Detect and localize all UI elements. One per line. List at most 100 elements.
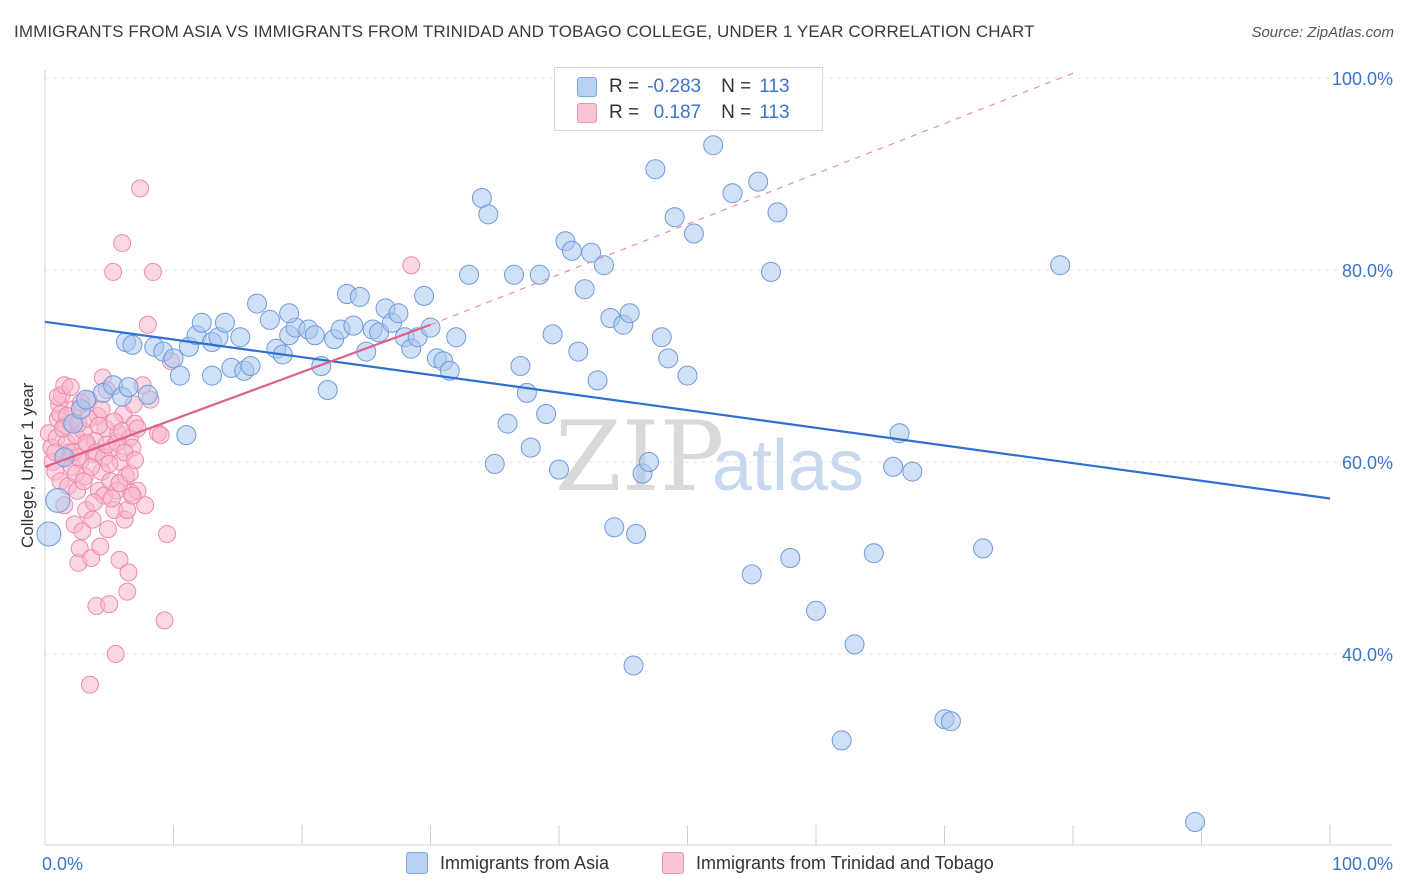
point-asia	[651, 327, 672, 348]
points-trinidad	[39, 179, 421, 694]
point-trinidad	[136, 496, 155, 515]
point-asia	[664, 207, 685, 228]
point-asia	[703, 135, 724, 156]
point-asia	[137, 384, 158, 405]
point-asia	[349, 286, 370, 307]
point-asia	[658, 348, 679, 369]
point-asia	[973, 538, 994, 559]
point-asia	[36, 521, 62, 547]
point-asia	[574, 279, 595, 300]
point-trinidad	[100, 454, 119, 473]
point-asia	[568, 341, 589, 362]
point-trinidad	[91, 537, 110, 556]
point-asia	[638, 452, 659, 472]
source-credit: Source: ZipAtlas.com	[1251, 24, 1394, 41]
point-asia	[388, 303, 409, 324]
point-trinidad	[402, 256, 421, 275]
point-asia	[279, 303, 300, 324]
point-asia	[806, 600, 826, 621]
point-asia	[484, 453, 505, 474]
point-asia	[459, 264, 480, 285]
point-asia	[240, 356, 261, 376]
point-trinidad	[113, 234, 132, 253]
point-asia	[446, 327, 467, 348]
y-tick-label: 100.0%	[1332, 69, 1393, 89]
watermark-zip: ZIP	[555, 401, 724, 513]
point-asia	[76, 389, 97, 410]
point-asia	[259, 309, 280, 330]
watermark: ZIP atlas	[555, 401, 864, 513]
x-tick-label-max: 100.0%	[1332, 854, 1393, 874]
point-asia	[414, 285, 435, 306]
point-trinidad	[70, 539, 89, 558]
point-asia	[214, 312, 235, 333]
point-trinidad	[138, 315, 157, 334]
point-asia	[122, 334, 143, 355]
point-trinidad	[155, 611, 174, 630]
legend-r-value-asia: -0.283	[647, 76, 702, 97]
point-asia	[863, 543, 884, 564]
point-asia	[439, 360, 460, 381]
point-asia	[604, 517, 625, 538]
point-asia	[247, 293, 268, 314]
point-asia	[561, 240, 582, 261]
point-asia	[587, 370, 608, 391]
point-trinidad	[143, 262, 162, 281]
point-asia	[645, 159, 666, 180]
point-asia	[504, 264, 525, 285]
point-asia	[510, 356, 531, 376]
point-asia	[163, 348, 184, 369]
legend-swatch-asia	[577, 77, 597, 97]
point-trinidad	[123, 486, 142, 505]
point-asia	[623, 655, 644, 676]
tick-labels: 40.0% 60.0% 80.0% 100.0% 0.0% 100.0%	[42, 69, 1393, 874]
point-trinidad	[100, 595, 119, 614]
point-asia	[520, 437, 541, 458]
y-tick-label: 40.0%	[1342, 645, 1393, 665]
point-trinidad	[73, 522, 92, 541]
point-trinidad	[80, 675, 99, 694]
correlation-legend: R = -0.283 N = 113 R = 0.187 N = 113	[554, 67, 823, 131]
points-asia	[36, 135, 1206, 832]
point-asia	[883, 456, 904, 477]
trend-line-trinidad	[44, 323, 431, 468]
watermark-atlas: atlas	[712, 426, 864, 506]
legend-n-label: N =	[721, 102, 752, 123]
point-asia	[748, 171, 769, 192]
legend-row-trinidad: R = 0.187 N = 113	[577, 101, 790, 125]
point-asia	[478, 204, 499, 225]
y-axis-label: College, Under 1 year	[18, 382, 37, 548]
point-asia	[536, 404, 557, 424]
point-asia	[780, 548, 801, 568]
point-asia	[902, 461, 923, 482]
legend-r-label: R =	[609, 76, 640, 97]
point-asia	[45, 487, 71, 513]
legend-swatch-trinidad	[577, 103, 597, 123]
bottom-legend-label-asia: Immigrants from Asia	[440, 852, 610, 873]
legend-n-value-trinidad: 113	[759, 102, 790, 123]
point-trinidad	[84, 493, 103, 512]
y-tick-label: 80.0%	[1342, 261, 1393, 281]
point-asia	[118, 377, 139, 398]
trend-line-asia	[44, 320, 1331, 500]
bottom-legend-label-trinidad: Immigrants from Trinidad and Tobago	[696, 852, 994, 873]
point-trinidad	[104, 262, 123, 281]
point-asia	[722, 183, 743, 204]
bottom-legend-asia: Immigrants from Asia	[406, 852, 609, 874]
point-asia	[542, 324, 563, 345]
point-trinidad	[98, 520, 117, 539]
point-trinidad	[110, 550, 129, 569]
bottom-legend-swatch-trinidad	[662, 852, 684, 874]
legend-r-value-trinidad: 0.187	[653, 102, 702, 123]
chart-title: IMMIGRANTS FROM ASIA VS IMMIGRANTS FROM …	[14, 22, 1035, 41]
point-trinidad	[125, 451, 144, 470]
point-asia	[831, 730, 852, 751]
point-asia	[683, 223, 704, 244]
point-trinidad	[118, 582, 137, 601]
point-trinidad	[61, 378, 80, 397]
point-trinidad	[106, 645, 125, 663]
point-trinidad	[151, 426, 170, 445]
point-trinidad	[74, 472, 93, 491]
point-asia	[761, 261, 782, 282]
